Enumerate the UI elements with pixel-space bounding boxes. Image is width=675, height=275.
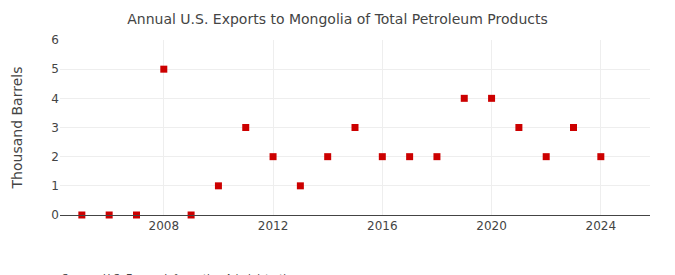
svg-text:2012: 2012 [258,219,289,233]
svg-text:2008: 2008 [149,219,180,233]
svg-text:Source: U.S. Energy Informatio: Source: U.S. Energy Information Administ… [62,273,299,275]
svg-text:4: 4 [51,92,59,106]
svg-text:2016: 2016 [367,219,398,233]
svg-text:1: 1 [51,179,59,193]
svg-text:2: 2 [51,150,59,164]
svg-text:5: 5 [51,62,59,76]
svg-text:Thousand Barrels: Thousand Barrels [9,67,25,190]
svg-text:3: 3 [51,121,59,135]
svg-text:2020: 2020 [476,219,507,233]
svg-text:6: 6 [51,33,59,47]
svg-text:2024: 2024 [586,219,617,233]
svg-text:Annual U.S. Exports to Mongoli: Annual U.S. Exports to Mongolia of Total… [127,11,548,27]
svg-text:0: 0 [51,208,59,222]
